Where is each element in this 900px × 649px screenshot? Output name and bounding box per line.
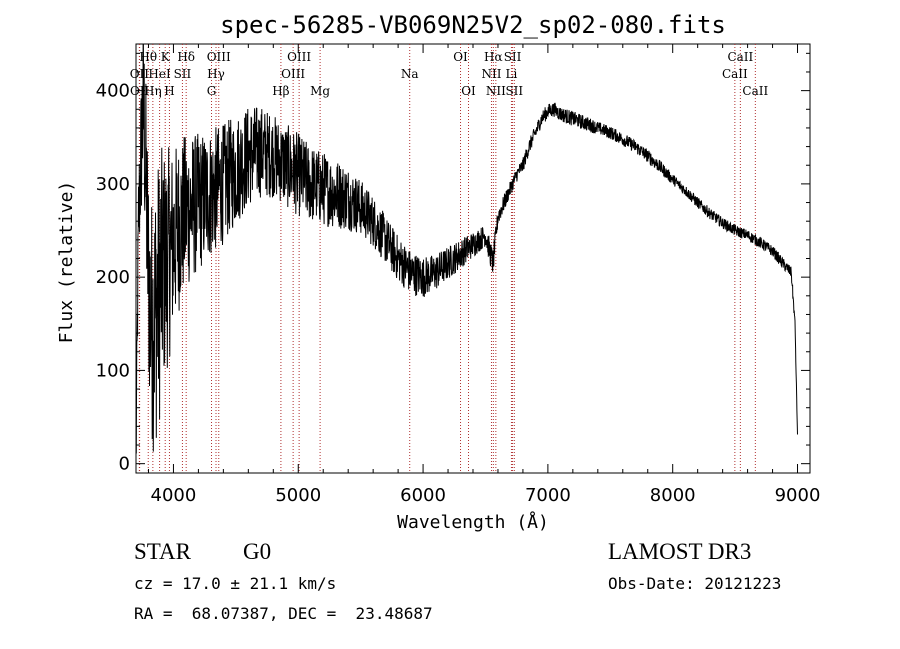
object-subclass: G0 — [243, 539, 272, 564]
y-tick-label: 100 — [96, 360, 130, 381]
spectral-line-label: SII — [174, 67, 192, 81]
x-tick-label: 4000 — [151, 485, 197, 506]
survey-name: LAMOST DR3 — [608, 539, 752, 564]
chart-title: spec-56285-VB069N25V2_sp02-080.fits — [220, 11, 726, 39]
spectral-line-label: OIII — [287, 50, 311, 64]
spectral-line-label: HeI — [148, 67, 171, 81]
spectral-line-label: NII — [486, 84, 506, 98]
x-tick-label: 8000 — [650, 485, 696, 506]
y-tick-label: 200 — [96, 267, 130, 288]
x-tick-label: 9000 — [775, 485, 821, 506]
spectral-line-label: SII — [504, 50, 522, 64]
y-tick-label: 400 — [96, 81, 130, 102]
spectral-line-label: K — [161, 50, 171, 64]
plot-frame — [135, 43, 811, 474]
spectral-line-label: G — [207, 84, 217, 98]
observation-date: Obs-Date: 20121223 — [608, 574, 782, 593]
spectral-line-label: Li — [506, 67, 518, 81]
spectral-line-label: OIII — [281, 67, 305, 81]
x-tick-label: 7000 — [525, 485, 571, 506]
y-axis-label: Flux (relative) — [56, 181, 77, 344]
spectral-line-label: Hγ — [207, 67, 225, 81]
spectral-line-label: CaII — [722, 67, 748, 81]
ra-dec: RA = 68.07387, DEC = 23.48687 — [134, 604, 433, 623]
spectral-lines — [138, 44, 756, 473]
spectral-line-label: SII — [505, 84, 523, 98]
spectral-line-label: OIII — [207, 50, 231, 64]
x-tick-label: 6000 — [400, 485, 446, 506]
spectral-line-label: Hθ — [139, 50, 157, 64]
spectral-line-label: OII — [130, 67, 150, 81]
y-tick-label: 300 — [96, 174, 130, 195]
x-tick-label: 5000 — [275, 485, 321, 506]
spectral-line-label: OI — [453, 50, 468, 64]
object-class: STAR — [134, 539, 191, 564]
y-tick-label: 0 — [119, 454, 130, 475]
spectral-line-label: Hβ — [272, 84, 289, 98]
spectral-line-label: Mg — [310, 84, 330, 98]
spectrum-line — [135, 43, 798, 454]
spectral-line-label: Hα — [484, 50, 503, 64]
spectral-line-label: Hδ — [177, 50, 195, 64]
spectral-line-label: Na — [401, 67, 419, 81]
redshift-cz: cz = 17.0 ± 21.1 km/s — [134, 574, 337, 593]
spectral-line-label: H — [164, 84, 174, 98]
spectral-line-label: CaII — [727, 50, 753, 64]
x-axis-ticks: 4000 5000 6000 7000 8000 9000 — [147, 44, 821, 506]
spectral-line-label: CaII — [742, 84, 768, 98]
spectral-line-label: NII — [481, 67, 501, 81]
y-axis-ticks: 0 100 200 300 400 — [96, 52, 810, 475]
spectral-line-label: Hη — [144, 84, 162, 98]
x-axis-label: Wavelength (Å) — [397, 511, 549, 533]
spectral-line-label: OI — [461, 84, 476, 98]
